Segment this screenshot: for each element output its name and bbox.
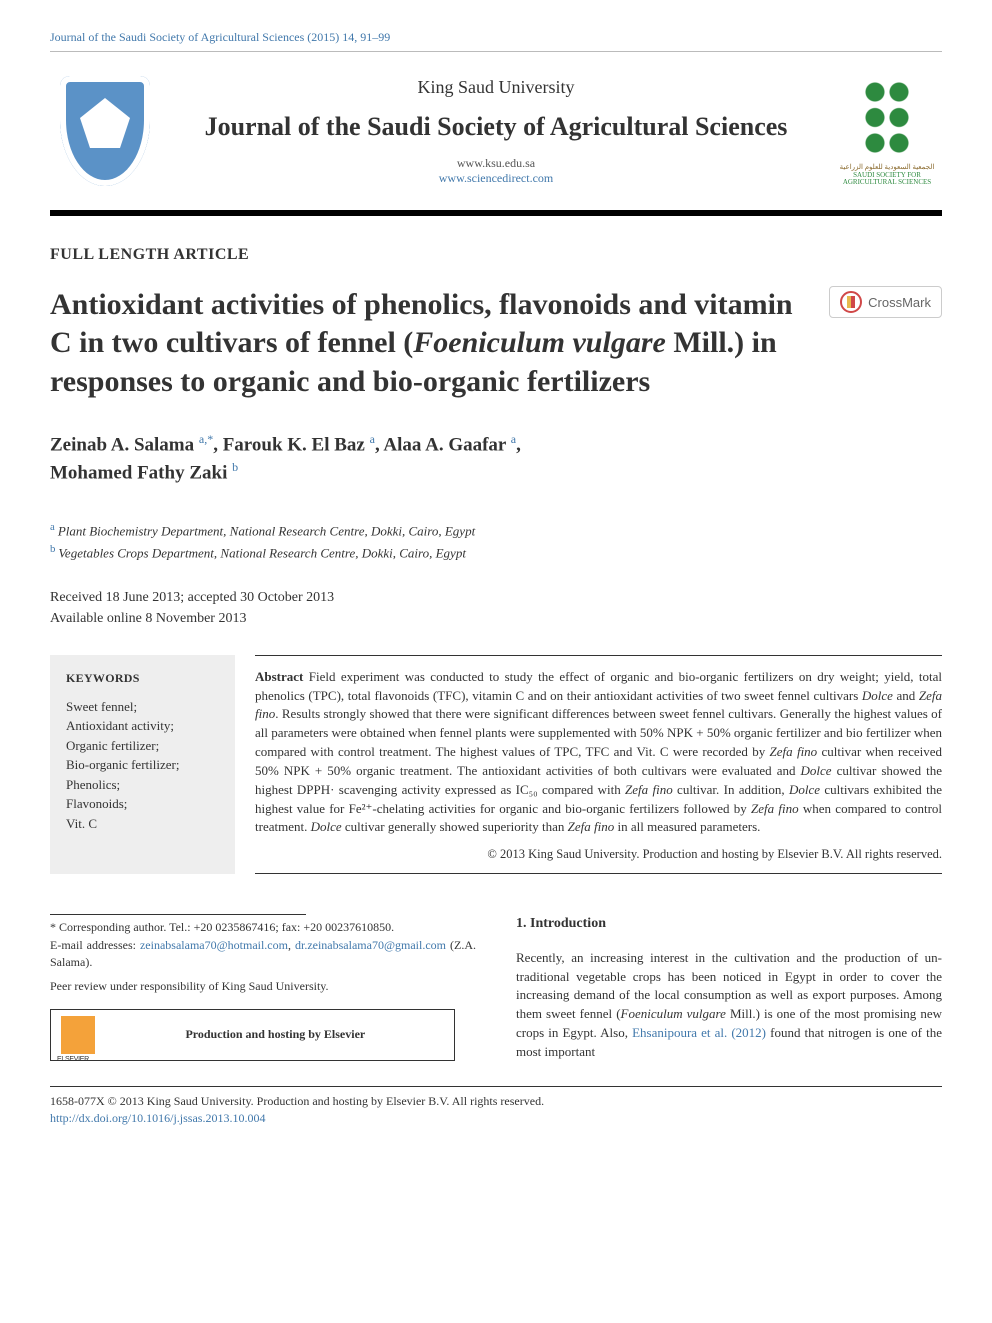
corresponding-author: * Corresponding author. Tel.: +20 023586… bbox=[50, 919, 476, 971]
elsevier-text: Production and hosting by Elsevier bbox=[107, 1026, 444, 1043]
abs-t: cultivar generally showed superiority th… bbox=[342, 819, 568, 834]
footer-copyright: 1658-077X © 2013 King Saud University. P… bbox=[50, 1093, 942, 1110]
society-english: SAUDI SOCIETY FOR AGRICULTURAL SCIENCES bbox=[843, 171, 931, 187]
site-ksu: www.ksu.edu.sa bbox=[178, 156, 814, 171]
running-head: Journal of the Saudi Society of Agricult… bbox=[50, 30, 942, 45]
author-1-aff[interactable]: a, bbox=[199, 432, 207, 446]
author-3: Alaa A. Gaafar bbox=[383, 435, 510, 456]
abs-sp: Zefa fino bbox=[625, 782, 673, 797]
introduction-head: 1. Introduction bbox=[516, 914, 942, 934]
society-logo: الجمعية السعودية للعلوم الزراعية SAUDI S… bbox=[832, 66, 942, 196]
affiliation-b: bVegetables Crops Department, National R… bbox=[50, 541, 942, 563]
title-species: Foeniculum vulgare bbox=[413, 326, 666, 359]
doi-link[interactable]: http://dx.doi.org/10.1016/j.jssas.2013.1… bbox=[50, 1110, 942, 1127]
keywords-head: KEYWORDS bbox=[66, 669, 219, 687]
university-logo bbox=[50, 66, 160, 196]
abs-t: cultivar. In addition, bbox=[673, 782, 789, 797]
top-rule bbox=[50, 51, 942, 52]
journal-name: Journal of the Saudi Society of Agricult… bbox=[178, 112, 814, 142]
crossmark-icon bbox=[840, 291, 862, 313]
abs-sp: Dolce bbox=[862, 688, 893, 703]
affiliations: aPlant Biochemistry Department, National… bbox=[50, 519, 942, 563]
keywords-box: KEYWORDS Sweet fennel; Antioxidant activ… bbox=[50, 655, 235, 875]
abstract: Abstract Field experiment was conducted … bbox=[255, 655, 942, 875]
site-sciencedirect[interactable]: www.sciencedirect.com bbox=[178, 171, 814, 186]
keywords-list: Sweet fennel; Antioxidant activity; Orga… bbox=[66, 697, 219, 834]
abs-sp: Zefa fino bbox=[568, 819, 615, 834]
elsevier-logo-icon bbox=[61, 1016, 95, 1054]
abstract-label: Abstract bbox=[255, 669, 303, 684]
article-type: FULL LENGTH ARTICLE bbox=[50, 246, 942, 264]
elsevier-box: Production and hosting by Elsevier bbox=[50, 1009, 455, 1061]
author-2: Farouk K. El Baz bbox=[223, 435, 370, 456]
intro-species: Foeniculum vulgare bbox=[621, 1006, 726, 1021]
abs-t: in all measured parameters. bbox=[614, 819, 760, 834]
sep: , bbox=[516, 435, 521, 456]
citation-link[interactable]: Ehsanipoura et al. (2012) bbox=[632, 1025, 766, 1040]
sep: , bbox=[213, 435, 223, 456]
author-1: Zeinab A. Salama bbox=[50, 435, 199, 456]
affiliation-a: aPlant Biochemistry Department, National… bbox=[50, 519, 942, 541]
corr-emails: E-mail addresses: zeinabsalama70@hotmail… bbox=[50, 937, 476, 972]
crossmark-button[interactable]: CrossMark bbox=[829, 286, 942, 318]
masthead: King Saud University Journal of the Saud… bbox=[50, 66, 942, 196]
email-2[interactable]: dr.zeinabsalama70@gmail.com bbox=[295, 938, 446, 952]
footer-rule bbox=[50, 1086, 942, 1087]
lower-columns: * Corresponding author. Tel.: +20 023586… bbox=[50, 914, 942, 1061]
abstract-copyright: © 2013 King Saud University. Production … bbox=[255, 845, 942, 863]
corr-rule bbox=[50, 914, 306, 915]
masthead-center: King Saud University Journal of the Saud… bbox=[178, 77, 814, 186]
author-4: Mohamed Fathy Zaki bbox=[50, 462, 232, 483]
author-4-aff[interactable]: b bbox=[232, 460, 238, 474]
history-received: Received 18 June 2013; accepted 30 Octob… bbox=[50, 587, 942, 608]
authors: Zeinab A. Salama a,*, Farouk K. El Baz a… bbox=[50, 431, 942, 487]
dna-icon bbox=[857, 75, 917, 160]
abs-t: and bbox=[893, 688, 919, 703]
abs-t: Field experiment was conducted to study … bbox=[255, 669, 942, 703]
society-caption: الجمعية السعودية للعلوم الزراعية SAUDI S… bbox=[832, 164, 942, 187]
keywords-abstract-row: KEYWORDS Sweet fennel; Antioxidant activ… bbox=[50, 655, 942, 875]
abs-sp: Dolce bbox=[789, 782, 820, 797]
footer: 1658-077X © 2013 King Saud University. P… bbox=[50, 1093, 942, 1127]
crossmark-label: CrossMark bbox=[868, 295, 931, 310]
shield-icon bbox=[60, 76, 150, 186]
institution-name: King Saud University bbox=[178, 77, 814, 98]
article-title: Antioxidant activities of phenolics, fla… bbox=[50, 286, 799, 401]
introduction-body: Recently, an increasing interest in the … bbox=[516, 949, 942, 1062]
introduction-column: 1. Introduction Recently, an increasing … bbox=[516, 914, 942, 1061]
email-1[interactable]: zeinabsalama70@hotmail.com bbox=[140, 938, 288, 952]
history-online: Available online 8 November 2013 bbox=[50, 608, 942, 629]
abs-sp: Dolce bbox=[311, 819, 342, 834]
abs-sp: Zefa fino bbox=[770, 744, 818, 759]
abs-sp: Dolce bbox=[801, 763, 832, 778]
abs-sp: Zefa fino bbox=[751, 801, 799, 816]
corresponding-column: * Corresponding author. Tel.: +20 023586… bbox=[50, 914, 476, 1061]
article-history: Received 18 June 2013; accepted 30 Octob… bbox=[50, 587, 942, 629]
masthead-rule bbox=[50, 210, 942, 216]
peer-review: Peer review under responsibility of King… bbox=[50, 978, 476, 995]
corr-line1: * Corresponding author. Tel.: +20 023586… bbox=[50, 919, 476, 936]
title-row: Antioxidant activities of phenolics, fla… bbox=[50, 286, 942, 401]
